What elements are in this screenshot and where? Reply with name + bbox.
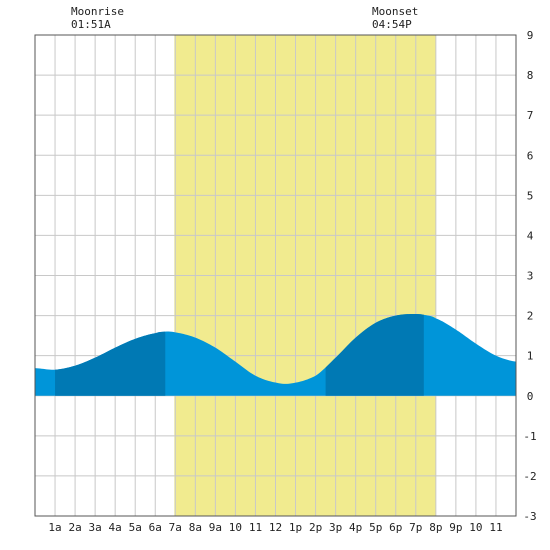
y-tick-label: 8 [527,69,534,82]
y-tick-label: 9 [527,29,534,42]
y-tick-label: -1 [523,430,536,443]
x-tick-label: 8p [429,521,442,534]
x-tick-label: 4p [349,521,362,534]
x-tick-label: 11 [489,521,502,534]
x-tick-label: 5a [129,521,142,534]
x-tick-label: 3p [329,521,342,534]
x-tick-label: 3a [89,521,102,534]
y-tick-label: 5 [527,189,534,202]
x-tick-label: 11 [249,521,262,534]
x-tick-label: 12 [269,521,282,534]
plot-frame [34,34,517,517]
y-tick-label: 3 [527,270,534,283]
moonset-label: Moonset [372,5,418,18]
tide-area-dark [55,331,166,396]
x-tick-label: 5p [369,521,382,534]
x-tick-label: 10 [469,521,482,534]
x-tick-label: 2a [68,521,81,534]
x-tick-label: 6p [389,521,402,534]
x-tick-label: 1p [289,521,302,534]
y-tick-label: 0 [527,390,534,403]
x-tick-label: 4a [109,521,122,534]
y-tick-label: -3 [523,510,536,523]
y-tick-label: 4 [527,229,534,242]
moonset-time: 04:54P [372,18,412,31]
tide-area-dark [325,313,424,396]
y-tick-label: 6 [527,149,534,162]
x-tick-label: 6a [149,521,162,534]
x-tick-label: 1a [48,521,61,534]
x-tick-label: 8a [189,521,202,534]
x-tick-label: 9p [449,521,462,534]
x-tick-label: 10 [229,521,242,534]
x-tick-label: 7a [169,521,182,534]
x-tick-label: 9a [209,521,222,534]
y-tick-label: 7 [527,109,534,122]
moonrise-label: Moonrise [71,5,124,18]
y-tick-label: -2 [523,470,536,483]
y-tick-label: 2 [527,310,534,323]
y-tick-label: 1 [527,350,534,363]
x-tick-label: 7p [409,521,422,534]
moonrise-time: 01:51A [71,18,111,31]
x-tick-label: 2p [309,521,322,534]
